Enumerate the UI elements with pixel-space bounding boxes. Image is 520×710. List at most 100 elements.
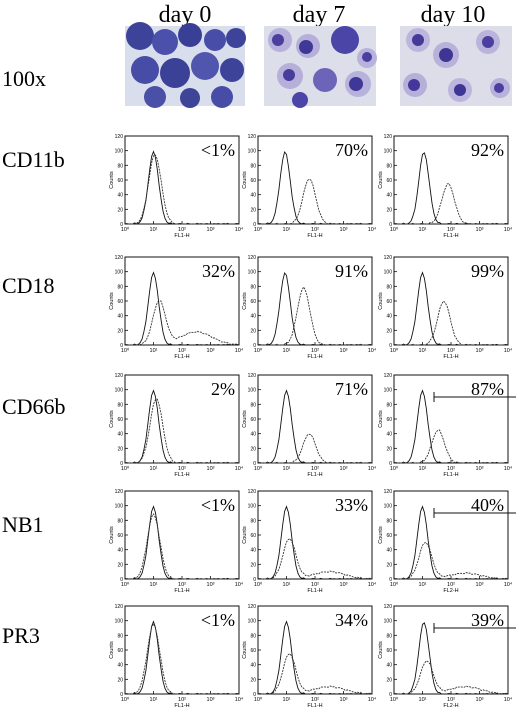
row-labels: 100x CD11b CD18 CD66b NB1 PR3 (2, 66, 66, 648)
y-tick-label: 40 (250, 193, 256, 199)
x-tick-label: 10³ (476, 697, 484, 703)
y-tick-label: 60 (250, 299, 256, 305)
x-tick-label: 10⁰ (254, 696, 263, 703)
x-tick-label: 10³ (207, 348, 215, 354)
x-tick-label: 10² (447, 227, 455, 233)
control-histogram-line (124, 505, 240, 580)
stained-histogram-line (257, 178, 373, 225)
row-label-nb1: NB1 (2, 512, 44, 537)
x-tick-label: 10² (178, 466, 186, 472)
y-tick-label: 0 (389, 577, 392, 583)
control-histogram-line (124, 271, 240, 346)
x-tick-label: 10¹ (150, 582, 158, 588)
y-tick-label: 0 (120, 461, 123, 467)
y-tick-label: 60 (117, 648, 123, 654)
y-tick-label: 0 (120, 577, 123, 583)
y-tick-label: 120 (115, 604, 124, 610)
y-tick-label: 100 (115, 388, 124, 394)
y-axis-label: Counts (378, 292, 384, 310)
x-tick-label: 10⁰ (390, 226, 399, 233)
control-histogram-line (257, 389, 373, 464)
y-tick-label: 0 (389, 461, 392, 467)
y-tick-label: 60 (117, 533, 123, 539)
control-histogram-line (124, 389, 240, 464)
y-tick-label: 60 (117, 299, 123, 305)
row-label-cd66b: CD66b (2, 394, 66, 419)
row-label-pr3: PR3 (2, 623, 40, 648)
y-tick-label: 40 (250, 432, 256, 438)
control-histogram-line (393, 622, 509, 695)
x-tick-label: 10³ (207, 466, 215, 472)
percent-label: <1% (201, 140, 235, 160)
y-tick-label: 100 (248, 504, 257, 510)
control-histogram-line (393, 389, 509, 464)
x-tick-label: 10⁴ (504, 465, 513, 472)
y-tick-label: 60 (386, 178, 392, 184)
y-tick-label: 80 (386, 633, 392, 639)
y-tick-label: 120 (115, 134, 124, 140)
y-tick-label: 40 (386, 432, 392, 438)
x-tick-label: 10⁰ (254, 581, 263, 588)
y-tick-label: 120 (248, 255, 257, 261)
x-tick-label: 10⁰ (121, 347, 130, 354)
histogram-panels: 0 20 40 60 80 100 120 Counts 10⁰ 10¹ 10² 10³ 10⁴ FL1-… (109, 134, 516, 709)
histogram-panel: 0 20 40 60 80 100 120 Counts 10⁰ 10¹ 10² 10³ 10⁴ FL1-… (109, 604, 244, 709)
y-tick-label: 100 (248, 619, 257, 625)
x-tick-label: 10¹ (419, 697, 427, 703)
y-tick-label: 80 (250, 163, 256, 169)
x-tick-label: 10⁴ (368, 581, 377, 588)
x-tick-label: 10⁰ (254, 347, 263, 354)
y-tick-label: 100 (384, 619, 393, 625)
y-tick-label: 60 (117, 417, 123, 423)
y-tick-label: 120 (248, 134, 257, 140)
x-tick-label: 10² (447, 697, 455, 703)
x-tick-label: 10¹ (283, 697, 291, 703)
x-axis-label: FL1-H (307, 233, 322, 239)
y-axis-label: Counts (378, 526, 384, 544)
x-tick-label: 10⁴ (368, 226, 377, 233)
y-tick-label: 40 (250, 663, 256, 669)
y-tick-label: 100 (248, 388, 257, 394)
histogram-panel: 0 20 40 60 80 100 120 Counts 10⁰ 10¹ 10² 10³ 10⁴ FL1-… (242, 255, 377, 360)
y-tick-label: 0 (120, 222, 123, 228)
x-tick-label: 10² (311, 227, 319, 233)
y-axis-label: Counts (109, 526, 115, 544)
y-tick-label: 20 (250, 446, 256, 452)
x-tick-label: 10³ (207, 227, 215, 233)
x-axis-label: FL2-H (443, 588, 458, 594)
stained-histogram-line (124, 622, 240, 695)
y-tick-label: 100 (384, 504, 393, 510)
x-axis-label: FL1-H (307, 588, 322, 594)
y-tick-label: 120 (384, 134, 393, 140)
y-axis-label: Counts (242, 171, 248, 189)
x-tick-label: 10² (447, 582, 455, 588)
x-tick-label: 10⁴ (368, 347, 377, 354)
x-tick-label: 10³ (476, 582, 484, 588)
y-tick-label: 100 (248, 149, 257, 155)
percent-label: 39% (471, 610, 504, 630)
y-tick-label: 20 (250, 328, 256, 334)
x-tick-label: 10⁰ (254, 226, 263, 233)
y-tick-label: 0 (389, 222, 392, 228)
histogram-panel: 0 20 40 60 80 100 120 Counts 10⁰ 10¹ 10² 10³ 10⁴ FL1-… (109, 255, 244, 360)
x-axis-label: FL1-H (174, 588, 189, 594)
y-axis-label: Counts (378, 641, 384, 659)
x-tick-label: 10⁰ (254, 465, 263, 472)
x-tick-label: 10¹ (283, 227, 291, 233)
y-tick-label: 20 (386, 562, 392, 568)
percent-label: 70% (335, 140, 368, 160)
x-tick-label: 10¹ (150, 697, 158, 703)
y-tick-label: 20 (117, 677, 123, 683)
histogram-panel: 0 20 40 60 80 100 120 Counts 10⁰ 10¹ 10² 10³ 10⁴ FL1-… (242, 489, 377, 594)
x-tick-label: 10³ (340, 697, 348, 703)
stained-histogram-line (257, 433, 373, 464)
x-tick-label: 10³ (340, 466, 348, 472)
histogram-panel: 0 20 40 60 80 100 120 Counts 10⁰ 10¹ 10² 10³ 10⁴ FL2-… (378, 604, 516, 709)
y-tick-label: 40 (117, 548, 123, 554)
y-tick-label: 60 (117, 178, 123, 184)
stained-histogram-line (393, 429, 509, 464)
y-tick-label: 80 (386, 284, 392, 290)
x-axis-label: FL1-H (443, 233, 458, 239)
y-tick-label: 80 (250, 518, 256, 524)
